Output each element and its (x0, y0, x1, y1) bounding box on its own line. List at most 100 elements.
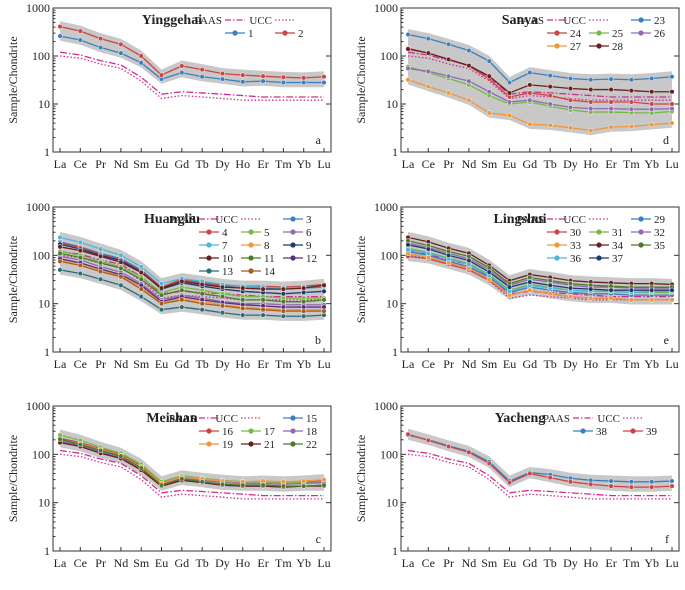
legend-swatch-marker (206, 441, 212, 447)
data-point (98, 253, 104, 259)
legend-swatch-marker (638, 17, 644, 23)
series-line-13 (59, 269, 325, 317)
legend: PAAS UCC 15 16 17 18 19 21 22 (169, 413, 318, 451)
legend-swatch-marker (554, 30, 560, 36)
data-point (405, 431, 411, 437)
x-tick-label: Dy (563, 157, 578, 171)
data-point (57, 234, 63, 240)
series-line-11 (59, 252, 325, 303)
x-tick-label: Tb (543, 157, 556, 171)
envelope-area (60, 21, 324, 88)
data-point (280, 313, 286, 319)
data-point (240, 72, 246, 78)
data-point (301, 483, 307, 489)
legend-label: 4 (222, 227, 228, 239)
y-tick-label: 1 (392, 145, 398, 159)
legend-swatch-marker (596, 30, 602, 36)
data-point (649, 101, 655, 107)
data-point (179, 287, 185, 293)
y-axis-label: Sample/Chondrite (354, 36, 368, 123)
legend-swatch-marker (554, 229, 560, 235)
x-tick-label: Er (257, 556, 268, 570)
data-point (669, 120, 675, 126)
legend-label: 33 (570, 240, 582, 252)
legend-swatch-marker (554, 255, 560, 261)
legend-swatch-marker (290, 441, 296, 447)
panel-letter: e (664, 333, 669, 347)
legend-label: UCC (215, 413, 238, 425)
data-point (240, 297, 246, 303)
x-tick-label: Eu (155, 357, 168, 371)
panel-letter: a (316, 133, 322, 147)
legend-label: 19 (222, 439, 234, 451)
x-tick-label: Ce (74, 157, 87, 171)
series-13 (57, 267, 327, 319)
data-point (219, 303, 226, 309)
data-point (649, 297, 655, 303)
series-line-8 (59, 259, 324, 311)
data-point (547, 73, 553, 79)
y-tick-label: 10 (38, 297, 50, 311)
x-tick-label: Nd (114, 556, 129, 570)
data-point (628, 297, 634, 303)
data-point (608, 87, 614, 93)
x-tick-label: Nd (462, 157, 477, 171)
data-point (158, 281, 165, 287)
x-tick-label: Dy (563, 357, 578, 371)
legend-label: 28 (612, 41, 624, 53)
data-point (199, 301, 205, 307)
panel-title: Yacheng (495, 411, 546, 426)
legend-swatch-marker (290, 415, 296, 421)
data-point (280, 299, 286, 305)
data-point (527, 287, 533, 293)
data-point (219, 481, 226, 487)
data-point (321, 477, 327, 483)
data-point (486, 73, 492, 79)
data-point (260, 307, 266, 313)
data-point (260, 78, 266, 84)
x-tick-label: Tb (543, 556, 556, 570)
series-line-28 (407, 48, 672, 94)
data-point (199, 281, 205, 287)
series-26 (405, 65, 675, 112)
data-point (260, 73, 266, 79)
x-tick-label: Er (605, 157, 616, 171)
y-tick-label: 10 (386, 97, 398, 111)
data-point (321, 297, 327, 303)
legend-label: 24 (570, 28, 582, 40)
x-tick-label: Ce (422, 556, 435, 570)
data-point (425, 254, 431, 261)
x-tick-label: Er (605, 357, 616, 371)
legend-label: 32 (654, 227, 665, 239)
data-point (527, 97, 533, 103)
reference-line-ucc (407, 55, 672, 101)
legend-label: 13 (222, 266, 234, 278)
panel-yinggehai: 1 10 100 1000 La Ce Pr Nd Sm Eu Gd Tb Dy Ho Er Tm Yb Lu Sa… (6, 1, 332, 171)
legend-swatch-marker (554, 43, 560, 49)
legend-label: 26 (654, 28, 666, 40)
data-point (527, 90, 533, 96)
reference-line-ucc (59, 55, 324, 101)
x-tick-label: Gd (175, 556, 190, 570)
legend-label: 18 (306, 426, 318, 438)
x-tick-label: Yb (644, 357, 659, 371)
panel-title: Sanya (502, 13, 539, 28)
x-tick-label: La (402, 556, 415, 570)
data-point (527, 82, 533, 88)
data-point (669, 106, 675, 112)
legend-label: 7 (222, 240, 228, 252)
data-point (158, 482, 165, 488)
data-point (57, 33, 63, 39)
x-tick-label: Yb (296, 157, 311, 171)
y-tick-label: 1000 (26, 200, 50, 214)
legend-label: 5 (264, 227, 270, 239)
data-point (118, 252, 124, 258)
y-tick-label: 1000 (26, 1, 50, 15)
legend-label: 29 (654, 214, 666, 226)
plot-frame (52, 7, 332, 153)
data-point (98, 246, 104, 252)
x-tick-label: Lu (665, 157, 678, 171)
x-tick-label: Sm (481, 357, 498, 371)
data-point (118, 265, 124, 271)
